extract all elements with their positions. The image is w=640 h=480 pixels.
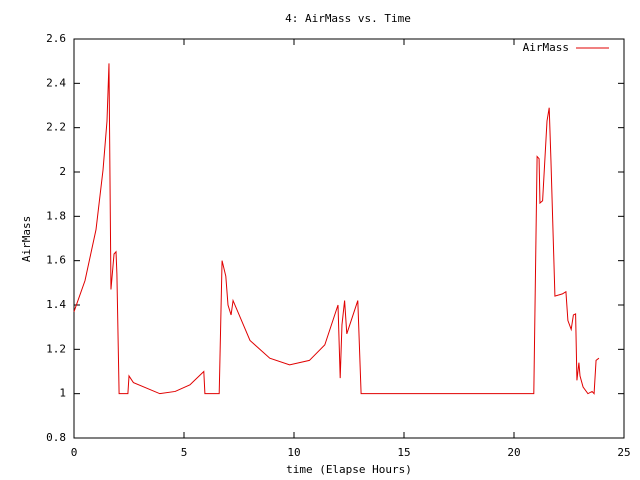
x-tick-label: 5 [181,446,188,459]
legend-label: AirMass [523,41,569,54]
y-tick-label: 1.4 [46,298,66,311]
x-tick-label: 0 [71,446,78,459]
y-axis-label: AirMass [20,216,33,262]
y-tick-label: 1.8 [46,209,66,222]
x-tick-label: 15 [397,446,410,459]
data-line [73,63,600,395]
y-tick-label: 0.8 [46,431,66,444]
y-tick-label: 2.6 [46,32,66,45]
x-tick-label: 25 [617,446,630,459]
y-tick-label: 1 [59,387,66,400]
x-axis-label: time (Elapse Hours) [286,463,412,476]
y-tick-label: 1.6 [46,254,66,267]
y-tick-label: 1.2 [46,342,66,355]
y-tick-label: 2.4 [46,76,66,89]
chart-title: 4: AirMass vs. Time [285,12,411,25]
plot-frame [73,38,625,439]
y-tick-label: 2 [59,165,66,178]
x-tick-label: 10 [287,446,300,459]
x-tick-label: 20 [507,446,520,459]
y-tick-label: 2.2 [46,121,66,134]
